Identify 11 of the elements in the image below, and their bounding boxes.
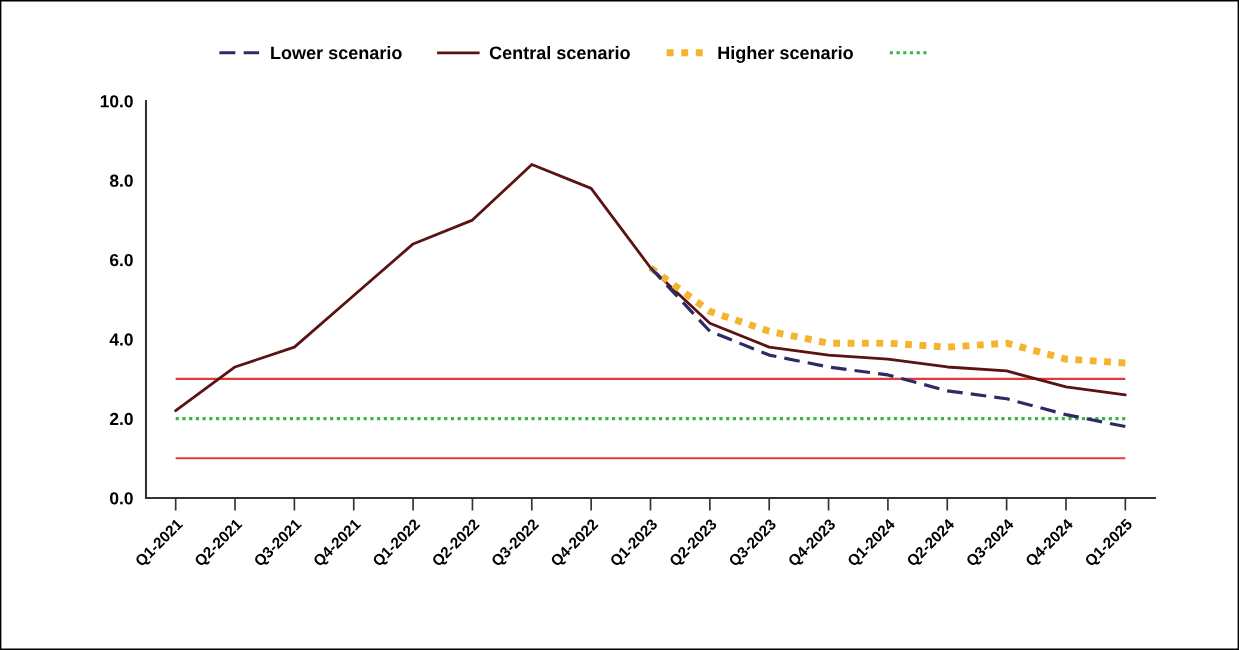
y-tick-label: 8.0 — [109, 174, 133, 187]
y-tick-label: 4.0 — [109, 333, 133, 346]
y-tick-label: 0.0 — [110, 492, 133, 505]
y-tick-label: 10.0 — [100, 95, 133, 108]
legend-label: Lower scenario — [271, 46, 402, 60]
legend-label: Central scenario — [489, 46, 630, 60]
line-series — [174, 163, 1127, 413]
line-series — [648, 266, 1127, 429]
y-tick-label: 6.0 — [110, 253, 133, 267]
legend-label: Higher scenario — [718, 46, 853, 63]
y-tick-label: 2.0 — [109, 412, 133, 426]
